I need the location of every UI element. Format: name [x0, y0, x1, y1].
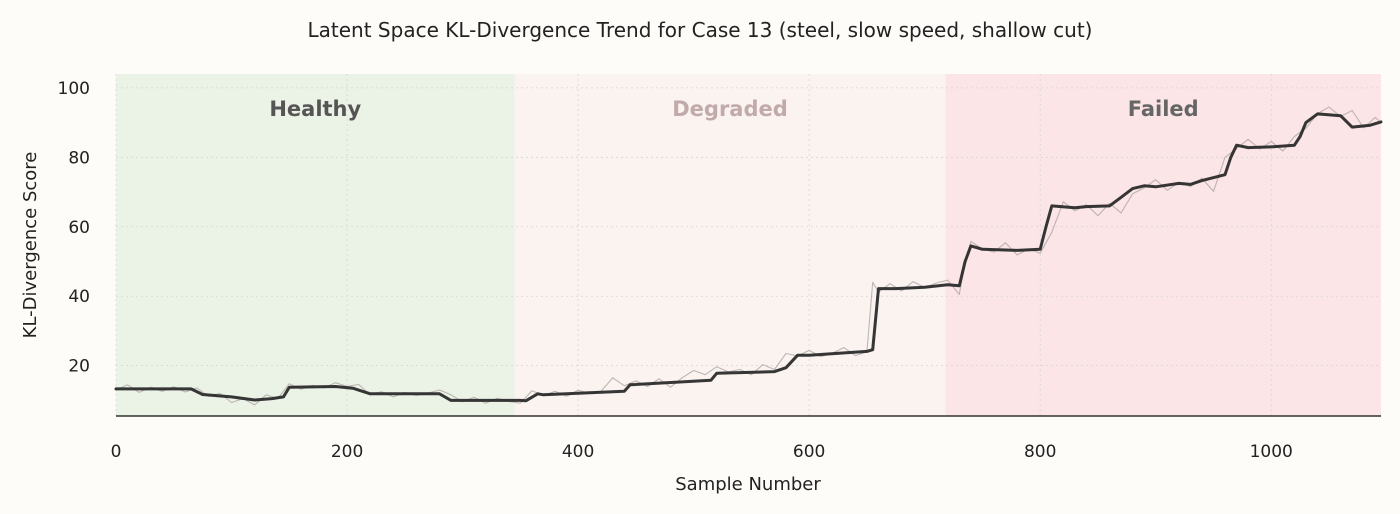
y-tick-label: 40 — [68, 287, 90, 307]
x-tick-label: 1000 — [1250, 442, 1293, 462]
smoothed-series-line — [114, 112, 1383, 403]
region-labels: Healthy Degraded Failed — [269, 97, 1198, 121]
x-tick-label: 600 — [793, 442, 825, 462]
raw-series-line — [115, 106, 1382, 406]
x-tick-label: 800 — [1024, 442, 1056, 462]
y-tick-label: 100 — [58, 79, 90, 99]
region-label-degraded: Degraded — [672, 97, 788, 121]
y-tick-label: 60 — [68, 218, 90, 238]
region-label-healthy: Healthy — [269, 97, 361, 121]
region-healthy — [116, 74, 515, 416]
y-tick-label: 20 — [68, 357, 90, 377]
region-degraded — [514, 74, 946, 416]
x-axis-ticks: 0 200 400 600 800 1000 — [111, 442, 1293, 462]
x-tick-label: 0 — [111, 442, 122, 462]
chart-title: Latent Space KL-Divergence Trend for Cas… — [308, 18, 1093, 42]
y-tick-label: 80 — [68, 148, 90, 168]
y-axis-label: KL-Divergence Score — [20, 152, 41, 339]
region-failed — [945, 74, 1381, 416]
x-axis-label: Sample Number — [675, 474, 821, 495]
region-label-failed: Failed — [1128, 97, 1199, 121]
x-tick-label: 400 — [562, 442, 594, 462]
x-tick-label: 200 — [331, 442, 363, 462]
data-series — [114, 106, 1383, 406]
region-backgrounds — [116, 74, 1381, 416]
y-axis-ticks: 20 40 60 80 100 — [58, 79, 90, 377]
